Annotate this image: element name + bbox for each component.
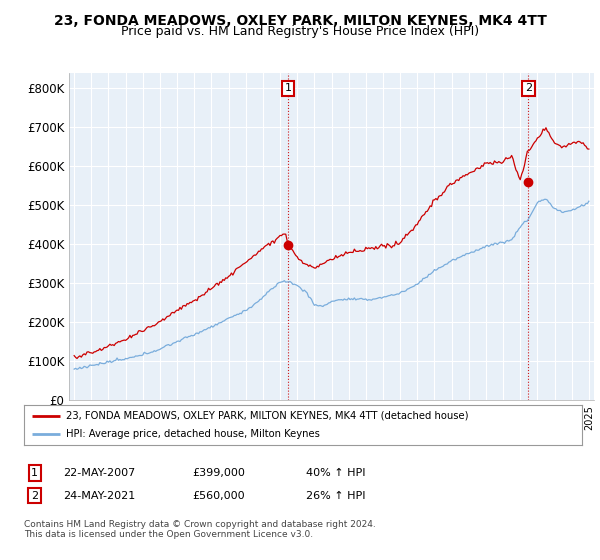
Text: 2: 2 — [31, 491, 38, 501]
Text: HPI: Average price, detached house, Milton Keynes: HPI: Average price, detached house, Milt… — [66, 430, 320, 439]
Text: 24-MAY-2021: 24-MAY-2021 — [63, 491, 135, 501]
Text: 23, FONDA MEADOWS, OXLEY PARK, MILTON KEYNES, MK4 4TT: 23, FONDA MEADOWS, OXLEY PARK, MILTON KE… — [53, 14, 547, 28]
Text: 2: 2 — [525, 83, 532, 94]
Text: 22-MAY-2007: 22-MAY-2007 — [63, 468, 135, 478]
Text: Price paid vs. HM Land Registry's House Price Index (HPI): Price paid vs. HM Land Registry's House … — [121, 25, 479, 38]
Text: 1: 1 — [284, 83, 292, 94]
Text: 26% ↑ HPI: 26% ↑ HPI — [306, 491, 365, 501]
Text: 23, FONDA MEADOWS, OXLEY PARK, MILTON KEYNES, MK4 4TT (detached house): 23, FONDA MEADOWS, OXLEY PARK, MILTON KE… — [66, 411, 469, 421]
Text: 1: 1 — [31, 468, 38, 478]
Text: Contains HM Land Registry data © Crown copyright and database right 2024.
This d: Contains HM Land Registry data © Crown c… — [24, 520, 376, 539]
Text: £560,000: £560,000 — [192, 491, 245, 501]
Text: 40% ↑ HPI: 40% ↑ HPI — [306, 468, 365, 478]
Text: £399,000: £399,000 — [192, 468, 245, 478]
